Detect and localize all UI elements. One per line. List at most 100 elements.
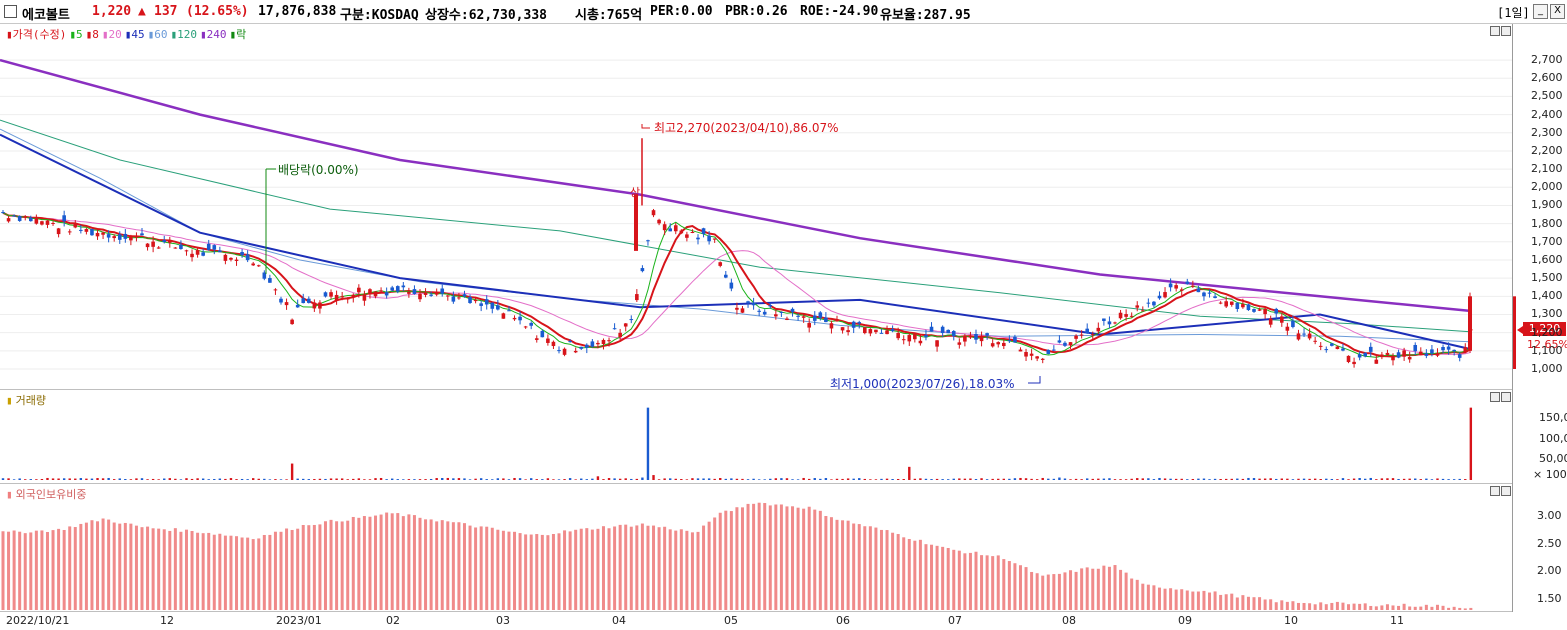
candle-body — [73, 223, 78, 228]
candle-body — [440, 288, 445, 294]
volume-bar — [824, 478, 828, 480]
legend-item[interactable]: ▮8 — [85, 28, 99, 41]
foreign-bar — [1358, 603, 1362, 610]
foreign-bar — [1380, 605, 1384, 610]
legend-item[interactable]: ▮45 — [124, 28, 145, 41]
pbr-value: PBR:0.26 — [725, 4, 788, 19]
volume-bar — [1225, 478, 1228, 480]
candle-body — [1202, 292, 1206, 297]
roe-value: ROE:-24.90 — [800, 4, 879, 19]
candle-body — [23, 216, 28, 218]
x-tick: 03 — [496, 614, 510, 627]
volume-bar — [1158, 477, 1161, 480]
volume-bar — [40, 478, 44, 480]
foreign-bar — [524, 534, 528, 610]
select-checkbox[interactable] — [4, 5, 17, 18]
foreign-bar — [440, 520, 444, 610]
foreign-bar — [51, 530, 55, 610]
panel-minimize-icon[interactable] — [1490, 26, 1500, 36]
panel-close-icon[interactable] — [1501, 392, 1511, 402]
volume-bar — [157, 479, 160, 480]
volume-bar — [1097, 478, 1100, 480]
candle-body — [896, 332, 900, 339]
legend-item[interactable]: ▮60 — [147, 28, 168, 41]
candle-body — [507, 310, 511, 312]
legend-item[interactable]: ▮120 — [170, 28, 197, 41]
panel-close-icon[interactable] — [1501, 486, 1511, 496]
candle-body — [1419, 351, 1423, 356]
volume-bar — [707, 478, 711, 480]
legend-item[interactable]: ▮20 — [101, 28, 122, 41]
foreign-bar — [390, 513, 394, 610]
foreign-bar — [379, 514, 383, 610]
foreign-bar — [713, 517, 717, 610]
volume-bar — [407, 479, 411, 480]
foreign-bar — [896, 534, 900, 610]
candle-body — [1241, 304, 1245, 308]
candle-body — [1357, 354, 1362, 358]
volume-bar — [1230, 478, 1233, 480]
foreign-bar — [357, 517, 361, 610]
volume-bar — [1, 478, 5, 480]
foreign-panel[interactable]: ▮ 외국인보유비중 — [0, 484, 1512, 612]
volume-tick: 50,000 — [1539, 452, 1567, 466]
foreign-bar — [396, 513, 400, 610]
volume-bar — [1469, 407, 1473, 480]
legend-item[interactable]: ▮락 — [229, 28, 247, 41]
candle-body — [484, 299, 489, 305]
minimize-button[interactable]: _ — [1533, 4, 1548, 19]
volume-bar — [340, 478, 344, 480]
foreign-bar — [485, 526, 489, 610]
candle-body — [457, 297, 461, 299]
volume-bar — [1163, 478, 1167, 480]
volume-bar — [596, 476, 600, 480]
volume-bar — [146, 479, 149, 480]
price-panel[interactable]: ▮가격(수정) ▮5 ▮8 ▮20 ▮45 ▮60 ▮120 ▮240 ▮락 최고2,270(2… — [0, 24, 1512, 391]
panel-minimize-icon[interactable] — [1490, 392, 1500, 402]
panel-minimize-icon[interactable] — [1490, 486, 1500, 496]
volume-bar — [285, 479, 288, 480]
foreign-bar — [613, 526, 617, 610]
foreign-bar — [601, 526, 605, 610]
volume-bar — [307, 479, 310, 480]
foreign-bar — [190, 531, 194, 610]
period-selector[interactable]: [1일] — [1497, 6, 1530, 20]
close-button[interactable]: X — [1550, 4, 1565, 19]
candle-body — [145, 243, 150, 248]
foreign-bar — [1385, 604, 1389, 610]
candle-body — [924, 334, 928, 338]
volume-bar — [1414, 478, 1417, 480]
volume-bar — [1180, 478, 1183, 480]
volume-bar — [346, 479, 349, 480]
candle-body — [295, 304, 300, 308]
candle-body — [184, 250, 189, 252]
candle-body — [1268, 318, 1273, 325]
panel-close-icon[interactable] — [1501, 26, 1511, 36]
volume-bar — [1313, 478, 1317, 480]
stock-name[interactable]: 에코볼트 — [22, 8, 70, 23]
foreign-bar — [329, 519, 333, 610]
foreign-bar — [1258, 597, 1262, 610]
foreign-bar — [1291, 601, 1295, 610]
volume-bar — [313, 479, 316, 480]
x-tick: 08 — [1062, 614, 1076, 627]
foreign-bar — [285, 528, 289, 610]
legend-item[interactable]: ▮240 — [199, 28, 227, 41]
candle-body — [1063, 342, 1067, 346]
volume-bar — [263, 478, 266, 480]
volume-panel[interactable]: ▮ 거래량 — [0, 390, 1512, 484]
foreign-bar — [774, 504, 778, 610]
legend-item[interactable]: ▮5 — [69, 28, 83, 41]
candle-body — [1152, 301, 1156, 306]
volume-legend: ▮ 거래량 — [6, 394, 46, 407]
volume-bar — [874, 479, 878, 480]
foreign-bar — [930, 544, 934, 610]
volume-bar — [1186, 479, 1189, 480]
volume-bar — [602, 479, 605, 480]
price-pointer-icon — [1517, 326, 1523, 334]
foreign-bar — [579, 528, 583, 610]
candle-body — [384, 292, 389, 296]
foreign-bar — [924, 544, 928, 610]
legend-item[interactable]: ▮가격(수정) — [6, 28, 67, 41]
volume-bar — [1013, 478, 1017, 480]
